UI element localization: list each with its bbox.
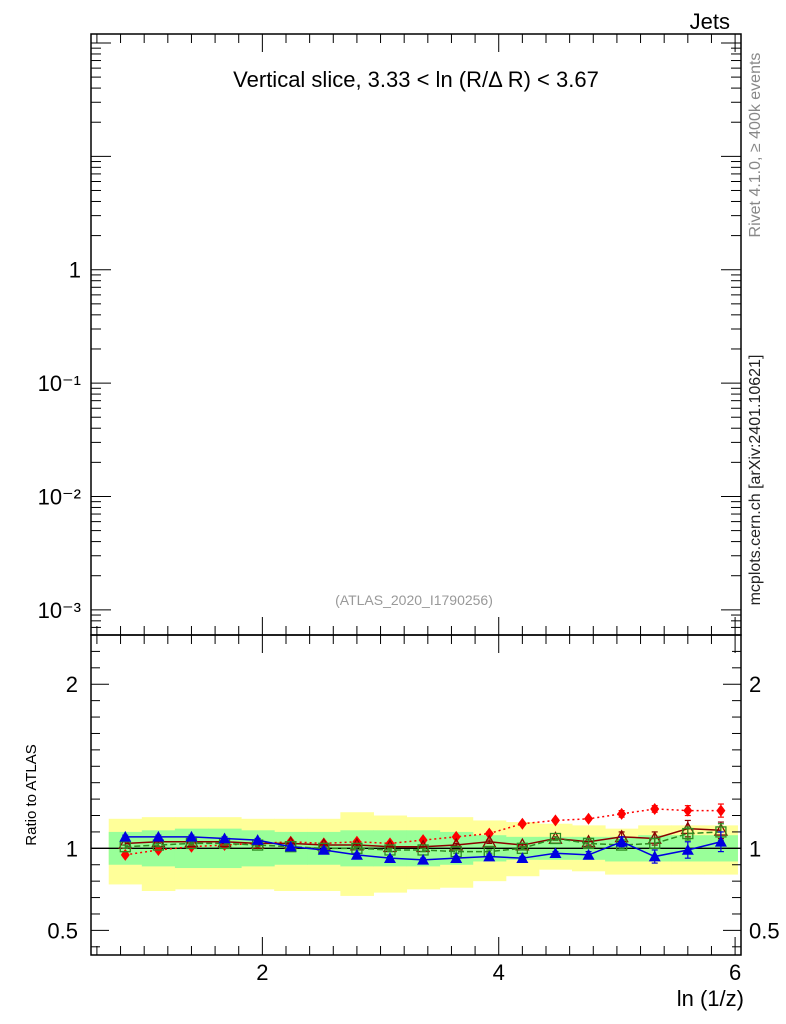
main-y-tick-label: 10⁻³ [38,598,81,623]
ratio-y-tick-label-left: 0.5 [47,918,78,943]
series-0-point [683,804,693,817]
series-3-point [284,840,297,852]
mcplots-source-text: mcplots.cern.ch [arXiv:2401.10621] [747,355,764,606]
series-2-point [549,832,562,845]
chart-title: Vertical slice, 3.33 < ln (R/Δ R) < 3.67 [233,67,599,92]
x-axis-label: ln (1/z) [677,986,744,1011]
series-0-point [650,802,660,815]
series-3-point [152,830,165,842]
series-3-point [681,843,694,855]
main-y-tick-label: 10⁻¹ [38,371,81,396]
tick-labels: 1 10⁻¹ 10⁻² 10⁻³ 0.5 0.5 1 1 2 2 2 4 6 [38,258,780,985]
series-3-point [218,832,231,844]
analysis-annotation: (ATLAS_2020_I1790256) [335,592,493,608]
series-3-point [450,852,463,863]
ratio-series [118,802,729,865]
main-y-tick-label: 10⁻² [38,484,81,509]
series-3-point [549,847,562,859]
main-panel-frame [90,33,742,636]
series-3-point [119,830,132,842]
series-3-point [582,848,595,860]
series-0-point [451,830,461,843]
series-3-point [714,835,727,847]
ratio-y-tick-label-left: 1 [66,836,78,861]
ratio-ylabel: Ratio to ATLAS [23,744,40,845]
main-y-tick-label: 1 [69,258,81,283]
series-3-point [251,834,264,845]
series-3-point [648,850,661,862]
series-3-point [350,848,363,860]
ratio-panel-frame [90,634,742,956]
ratio-y-tick-label-left: 2 [66,672,78,697]
series-3-point [384,852,396,863]
series-0-point [584,812,594,825]
series-3-point [417,853,430,865]
uncertainty-bands [108,812,738,896]
x-tick-label: 4 [493,960,505,985]
series-0-point [517,817,527,830]
rivet-version-text: Rivet 4.1.0, ≥ 400k events [747,53,764,238]
series-3-point [516,852,529,863]
ratio-y-tick-label-right: 2 [749,672,761,697]
series-2-point [682,827,694,840]
series-2-point [649,837,661,850]
ratio-y-tick-label-right: 0.5 [749,918,780,943]
series-2-point [119,841,131,853]
series-3-point [317,843,330,855]
series-3-point [615,835,628,847]
x-tick-label: 6 [729,960,741,985]
series-0-point [716,804,726,817]
axis-ticks [91,34,741,955]
series-3-point [483,850,496,862]
series-3-point [185,830,198,842]
series-2-point [582,837,595,850]
x-tick-label: 2 [256,960,268,985]
series-0-point [617,807,627,820]
corner-label: Jets [690,9,730,34]
ratio-y-tick-label-right: 1 [749,836,761,861]
series-0-point [550,814,560,827]
series-0-point [484,827,494,840]
